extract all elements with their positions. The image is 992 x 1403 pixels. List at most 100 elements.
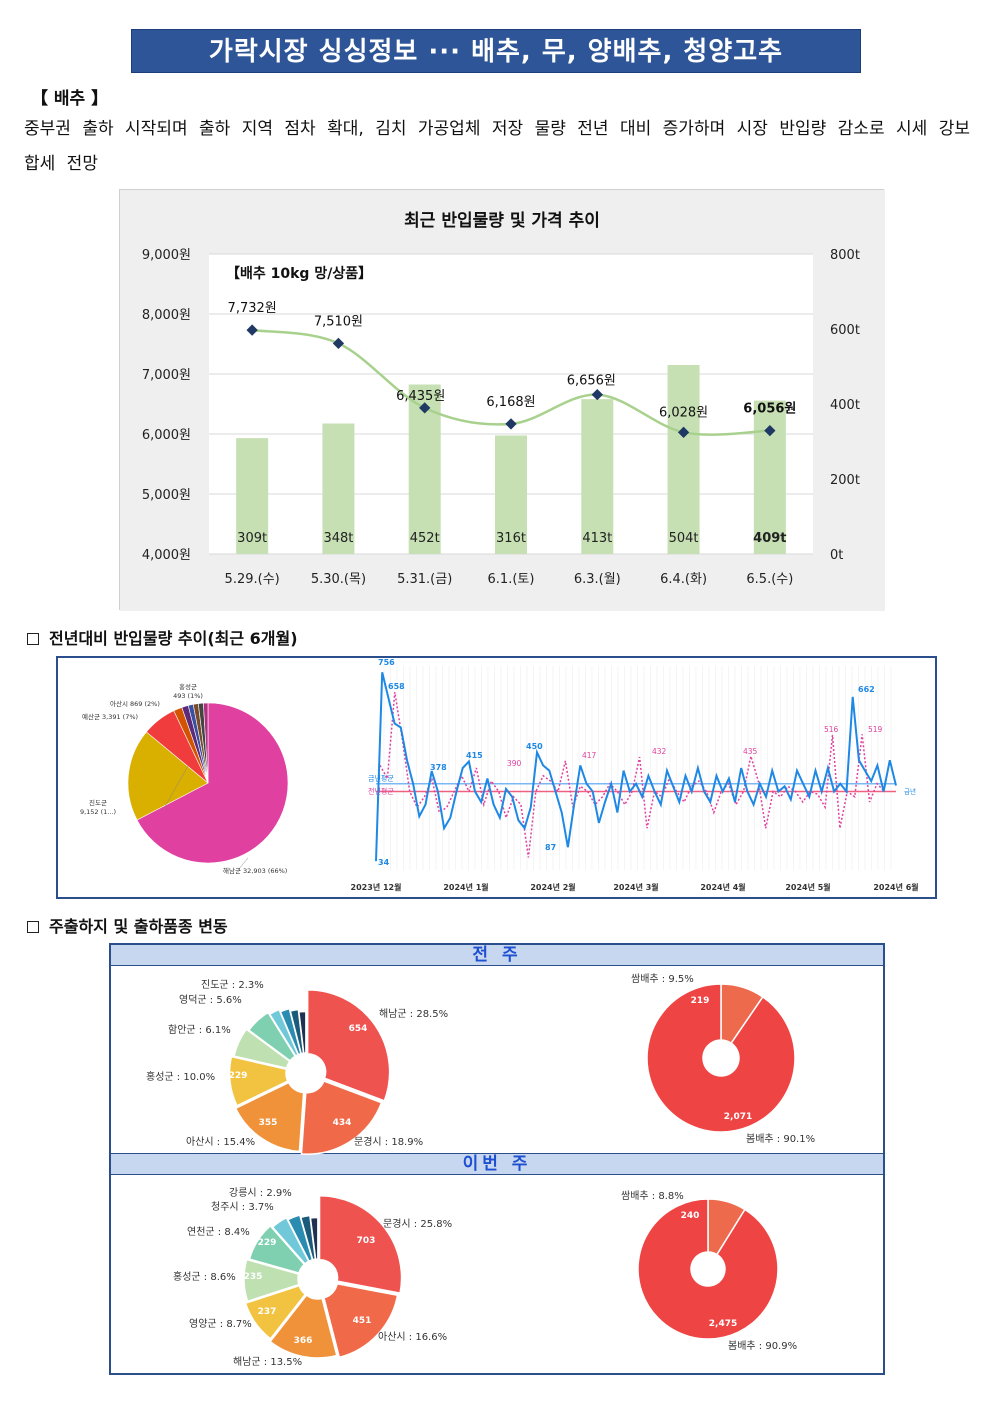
data-label-current: 415: [466, 751, 483, 760]
avg-label: 금년평균: [368, 774, 394, 783]
category-label: 5.30.(목): [311, 572, 366, 587]
donut-label: 청주시 : 3.7%: [211, 1201, 274, 1213]
checkbox-icon: [27, 921, 39, 933]
donut-label: 해남군 : 13.5%: [233, 1355, 302, 1368]
legend-label: 금년: [904, 787, 916, 796]
donut-slice: [269, 1294, 338, 1359]
donut-label: 쌈배추 : 9.5%: [631, 973, 694, 985]
price-point: [764, 424, 776, 437]
price-label: 7,510원: [314, 314, 363, 329]
pie-label: 아산시 869 (2%): [110, 699, 160, 708]
category-label: 5.29.(수): [225, 572, 280, 587]
donut-value: 2,475: [709, 1319, 737, 1329]
series-line-previous: [379, 692, 885, 858]
pie-slice: [127, 731, 209, 821]
left-tick-label: 8,000원: [142, 308, 191, 323]
price-volume-chart: 최근 반입물량 및 가격 추이 9,000원 8,000원 7,000원 6,000원 5…: [119, 189, 885, 611]
x-tick-label: 2024년 5월: [785, 882, 830, 892]
price-volume-svg: 최근 반입물량 및 가격 추이 9,000원 8,000원 7,000원 6,000원 5…: [120, 190, 885, 611]
right-tick-label: 800t: [830, 248, 860, 263]
donut-value: 240: [681, 1211, 700, 1221]
donut-label: 봄배추 : 90.9%: [728, 1340, 797, 1352]
donut-slice: [318, 1194, 403, 1295]
chart-annotation: 【배추 10kg 망/상품】: [226, 265, 372, 282]
data-label-previous: 417: [582, 751, 597, 760]
donut-value: 434: [333, 1118, 352, 1128]
heading-origin: 주출하지 및 출하품종 변동: [27, 913, 228, 937]
pie-label: 예산군 3,391 (7%): [82, 712, 138, 721]
volume-bar: [667, 365, 700, 554]
data-label-current: 378: [430, 763, 447, 772]
data-label-previous: 516: [824, 725, 839, 734]
volume-label: 316t: [496, 531, 526, 546]
yoy-panel: 해남군 32,903 (66%) 진도군 9,152 (1...) 예산군 3,391…: [56, 656, 937, 899]
heading-origin-text: 주출하지 및 출하품종 변동: [49, 917, 228, 936]
page-banner: 가락시장 싱싱정보 ··· 배추, 무, 양배추, 청양고추: [131, 29, 861, 73]
donut-slice: [244, 1284, 307, 1340]
donut-label: 쌈배추 : 8.8%: [621, 1190, 684, 1202]
volume-label: 348t: [323, 531, 353, 546]
category-label: 6.5.(수): [746, 572, 793, 587]
donut-value: 355: [259, 1118, 278, 1128]
category-label: 6.4.(화): [660, 572, 707, 587]
donut-label: 진도군 : 2.3%: [201, 979, 264, 991]
price-point: [332, 337, 345, 350]
x-tick-label: 2024년 6월: [873, 882, 918, 892]
donut-slice: [228, 1055, 289, 1107]
x-tick-label: 2024년 3월: [613, 882, 658, 892]
data-label-current: 87: [545, 843, 556, 852]
price-label: 6,656원: [567, 374, 616, 389]
donut-slice: [298, 1010, 307, 1054]
left-tick-label: 6,000원: [142, 428, 191, 443]
volume-label: 504t: [669, 531, 699, 546]
pie-slice: [203, 702, 209, 784]
price-label: 6,168원: [486, 395, 535, 410]
price-label: 6,028원: [659, 405, 708, 420]
volume-label: 409t: [753, 531, 786, 546]
donut-value: 654: [349, 1024, 368, 1034]
donut-value: 237: [258, 1307, 277, 1317]
data-label-previous: 432: [652, 747, 667, 756]
left-tick-label: 5,000원: [142, 488, 191, 503]
pie-label: 진도군: [89, 798, 107, 807]
right-tick-label: 400t: [830, 398, 860, 413]
donut-slice: [233, 1028, 291, 1070]
volume-label: 309t: [237, 531, 267, 546]
price-label: 6,056원: [743, 402, 796, 417]
donut-label: 아산시 : 16.6%: [378, 1331, 447, 1343]
left-tick-label: 4,000원: [142, 548, 191, 563]
data-label-previous: 519: [868, 725, 883, 734]
category-label: 5.31.(금): [397, 572, 452, 587]
volume-label: 413t: [582, 531, 612, 546]
donut-slice: [306, 989, 391, 1102]
donut-slice: [300, 1080, 383, 1155]
right-tick-label: 600t: [830, 323, 860, 338]
data-label-current: 658: [388, 682, 405, 691]
checkbox-icon: [27, 633, 39, 645]
series-line-current: [375, 672, 897, 862]
price-label: 6,435원: [396, 389, 445, 404]
outlook-paragraph: 중부권 출하 시작되며 출하 지역 점차 확대, 김치 가공업체 저장 물량 전…: [24, 119, 970, 174]
left-tick-label: 9,000원: [142, 248, 191, 263]
volume-label: 452t: [410, 531, 440, 546]
week-header-this: 이번 주: [111, 1153, 883, 1175]
donut-label: 해남군 : 28.5%: [379, 1007, 448, 1020]
donut-label: 봄배추 : 90.1%: [746, 1133, 815, 1145]
week-header-prev: 전 주: [111, 944, 883, 966]
origin-panel: 전 주 이번 주 해남군 : 28.5% 문경시 : 18.9% 아산시 : 15.…: [109, 943, 885, 1375]
pie-label: 493 (1%): [173, 692, 203, 700]
chart-title: 최근 반입물량 및 가격 추이: [404, 211, 600, 231]
section-label: 【 배추 】: [31, 89, 109, 109]
data-label-current: 450: [526, 742, 543, 751]
price-point: [591, 388, 603, 401]
data-label-current: 34: [378, 858, 390, 867]
category-label: 6.1.(토): [488, 572, 535, 587]
donut-label: 연천군 : 8.4%: [187, 1226, 250, 1238]
pie-slice: [136, 702, 289, 864]
donut-label: 홍성군 : 8.6%: [173, 1270, 236, 1283]
donut-value: 2,071: [724, 1112, 752, 1122]
heading-yoy: 전년대비 반입물량 추이(최근 6개월): [27, 625, 298, 649]
donut-value: 229: [258, 1238, 277, 1248]
donut-slice: [323, 1282, 399, 1359]
